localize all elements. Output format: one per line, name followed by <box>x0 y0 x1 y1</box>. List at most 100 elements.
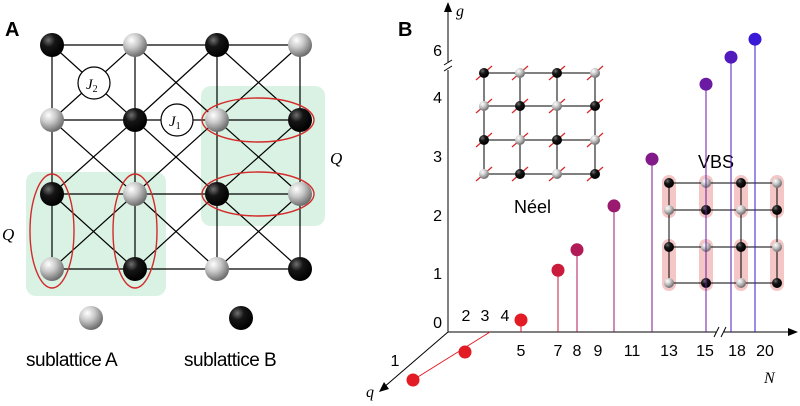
y-tick-6: 6 <box>433 43 442 60</box>
x-axis-label: N <box>763 370 776 387</box>
j1-coupling: J1 <box>160 103 194 137</box>
stem-point <box>645 152 659 166</box>
j2-coupling: J2 <box>77 66 111 100</box>
panel-b: B g N q 0 1 2 3 4 6 5 <box>366 2 798 401</box>
neel-site-a <box>590 68 600 78</box>
site-a <box>288 182 312 206</box>
site-a <box>288 33 312 57</box>
y-tick-2: 2 <box>433 208 442 225</box>
stem-point <box>724 50 738 64</box>
site-b <box>288 257 312 281</box>
legend-sublattice-a-sphere <box>79 306 103 330</box>
panel-a-label: A <box>5 19 19 41</box>
site-b <box>123 108 147 132</box>
site-b <box>40 182 64 206</box>
neel-site-a <box>515 135 525 145</box>
vbs-inset-background <box>658 174 792 294</box>
q-ellipse-bottom <box>201 171 315 217</box>
site-a <box>123 33 147 57</box>
q-tick-3: 3 <box>481 308 490 325</box>
q-label-left: Q <box>2 225 14 244</box>
legend: sublattice A sublattice B <box>26 306 277 371</box>
y-ticks: 0 1 2 3 4 6 <box>433 43 442 332</box>
stem-series <box>406 32 762 387</box>
neel-site-b <box>590 101 600 111</box>
vbs-site-b <box>736 178 746 188</box>
q-tick-1: 1 <box>391 353 400 370</box>
neel-site-b <box>515 169 525 179</box>
site-b <box>205 33 229 57</box>
vbs-site-b <box>664 242 674 252</box>
j2-label: J2 <box>86 77 98 95</box>
y-tick-4: 4 <box>433 90 442 107</box>
panel-b-label: B <box>398 19 412 41</box>
x-tick-18: 18 <box>728 343 746 360</box>
stem-point <box>607 199 621 213</box>
lattice-sites <box>40 33 312 281</box>
q-point <box>406 373 420 387</box>
neel-site-b <box>515 101 525 111</box>
stem-point <box>514 313 528 327</box>
neel-site-b <box>590 169 600 179</box>
site-a <box>40 257 64 281</box>
q-ellipse-middle <box>112 173 158 289</box>
neel-site-a <box>479 101 489 111</box>
vbs-site-a <box>772 178 782 188</box>
q-axis-arrow <box>379 382 389 392</box>
stem-point <box>551 263 565 277</box>
legend-sublattice-b-sphere <box>229 306 253 330</box>
neel-site-b <box>552 68 562 78</box>
y-axis-label: g <box>456 3 464 20</box>
vbs-site-b <box>664 178 674 188</box>
x-tick-20: 20 <box>756 343 774 360</box>
neel-site-a <box>590 135 600 145</box>
vbs-site-a <box>736 278 746 288</box>
q-ellipse-top <box>201 97 315 143</box>
site-a <box>205 108 229 132</box>
j1-label: J1 <box>169 114 181 132</box>
y-axis-arrow <box>444 2 452 12</box>
q-tick-2: 2 <box>462 308 471 325</box>
legend-sublattice-a-label: sublattice A <box>26 350 118 371</box>
stem-point <box>748 32 762 46</box>
x-ticks: 5 7 8 9 11 13 15 18 20 <box>517 343 774 360</box>
q-label-right: Q <box>330 149 342 168</box>
site-b <box>288 108 312 132</box>
q-line <box>412 331 491 381</box>
vbs-site-b <box>736 242 746 252</box>
y-tick-1: 1 <box>433 266 442 283</box>
stem-point <box>699 77 713 91</box>
x-tick-13: 13 <box>660 343 678 360</box>
legend-sublattice-b-label: sublattice B <box>184 350 276 371</box>
q-axis <box>382 331 449 389</box>
site-a <box>123 182 147 206</box>
q-point <box>458 345 472 359</box>
site-b <box>40 33 64 57</box>
neel-site-a <box>552 101 562 111</box>
vbs-label: VBS <box>698 152 734 172</box>
vbs-site-b <box>772 205 782 215</box>
panel-a: A <box>2 19 342 371</box>
neel-site-b <box>552 135 562 145</box>
vbs-site-b <box>772 278 782 288</box>
lattice-bonds <box>51 44 301 270</box>
x-tick-9: 9 <box>594 343 603 360</box>
vbs-site-a <box>736 205 746 215</box>
q-ellipses <box>29 97 315 289</box>
y-tick-3: 3 <box>433 149 442 166</box>
x-tick-15: 15 <box>696 343 714 360</box>
neel-site-a <box>479 169 489 179</box>
q-axis-label: q <box>366 384 374 401</box>
q-tick-4: 4 <box>501 308 510 325</box>
x-tick-7: 7 <box>554 343 563 360</box>
x-tick-11: 11 <box>624 343 641 360</box>
x-axis-arrow <box>788 328 798 336</box>
neel-site-a <box>552 169 562 179</box>
x-tick-5: 5 <box>517 343 526 360</box>
vbs-site-a <box>772 242 782 252</box>
q-ellipse-left <box>29 173 75 289</box>
site-b <box>205 182 229 206</box>
neel-inset <box>466 60 614 190</box>
